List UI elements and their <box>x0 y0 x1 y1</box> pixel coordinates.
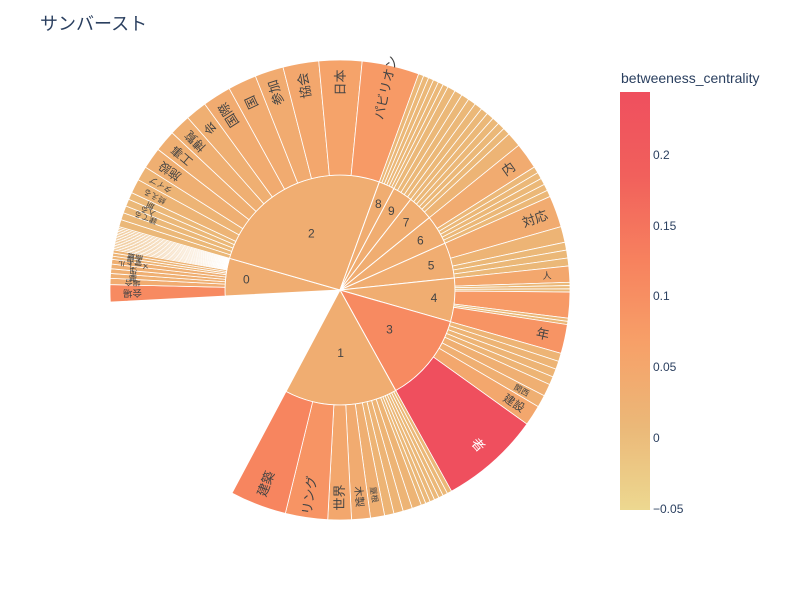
leaf-label: 会場 <box>122 287 142 299</box>
group-label: 7 <box>403 216 410 230</box>
leaf-label: 世界 <box>332 484 347 510</box>
colorbar-tick-label: 0.05 <box>653 360 677 375</box>
group-label: 6 <box>417 234 424 248</box>
colorbar-tick-label: 0.2 <box>653 147 670 162</box>
leaf-label: 日本 <box>333 69 348 95</box>
leaf-label: 国 <box>242 93 261 111</box>
leaf-label: 協会 <box>295 71 314 99</box>
colorbar-tick-label: −0.05 <box>653 502 684 516</box>
sunburst-leaf[interactable] <box>231 390 314 514</box>
leaf-label: 期 <box>145 199 156 210</box>
leaf-label: 人 <box>542 270 552 281</box>
group-label: 9 <box>388 204 395 218</box>
colorbar-tick-label: 0.15 <box>653 218 677 233</box>
chart-title: サンバースト <box>40 14 148 34</box>
sunburst-wedges: 0会場場合夢市決メートル富士入場開幕2建てる入る期終えるタイプ施設工事博覧会国際… <box>109 54 571 521</box>
leaf-label: 夢 <box>129 272 138 282</box>
leaf-label: 決 <box>129 264 138 275</box>
group-label: 8 <box>375 197 382 211</box>
leaf-label: 場合 <box>124 277 140 288</box>
group-label: 5 <box>428 259 435 273</box>
group-label: 2 <box>308 227 315 241</box>
colorbar-title: betweeness_centrality <box>621 70 760 86</box>
leaf-label: 木製 <box>352 486 367 508</box>
leaf-label: 市 <box>129 268 138 279</box>
colorbar-tick-label: 0.1 <box>653 289 670 304</box>
group-label: 0 <box>243 272 250 286</box>
colorbar <box>620 92 650 510</box>
leaf-label: 年 <box>535 325 551 342</box>
leaf-label: 屋根 <box>368 486 380 503</box>
group-label: 1 <box>337 346 344 360</box>
group-label: 4 <box>431 291 438 305</box>
leaf-label: リング <box>299 475 320 516</box>
group-label: 3 <box>386 322 393 336</box>
colorbar-tick-label: 0 <box>653 431 660 446</box>
